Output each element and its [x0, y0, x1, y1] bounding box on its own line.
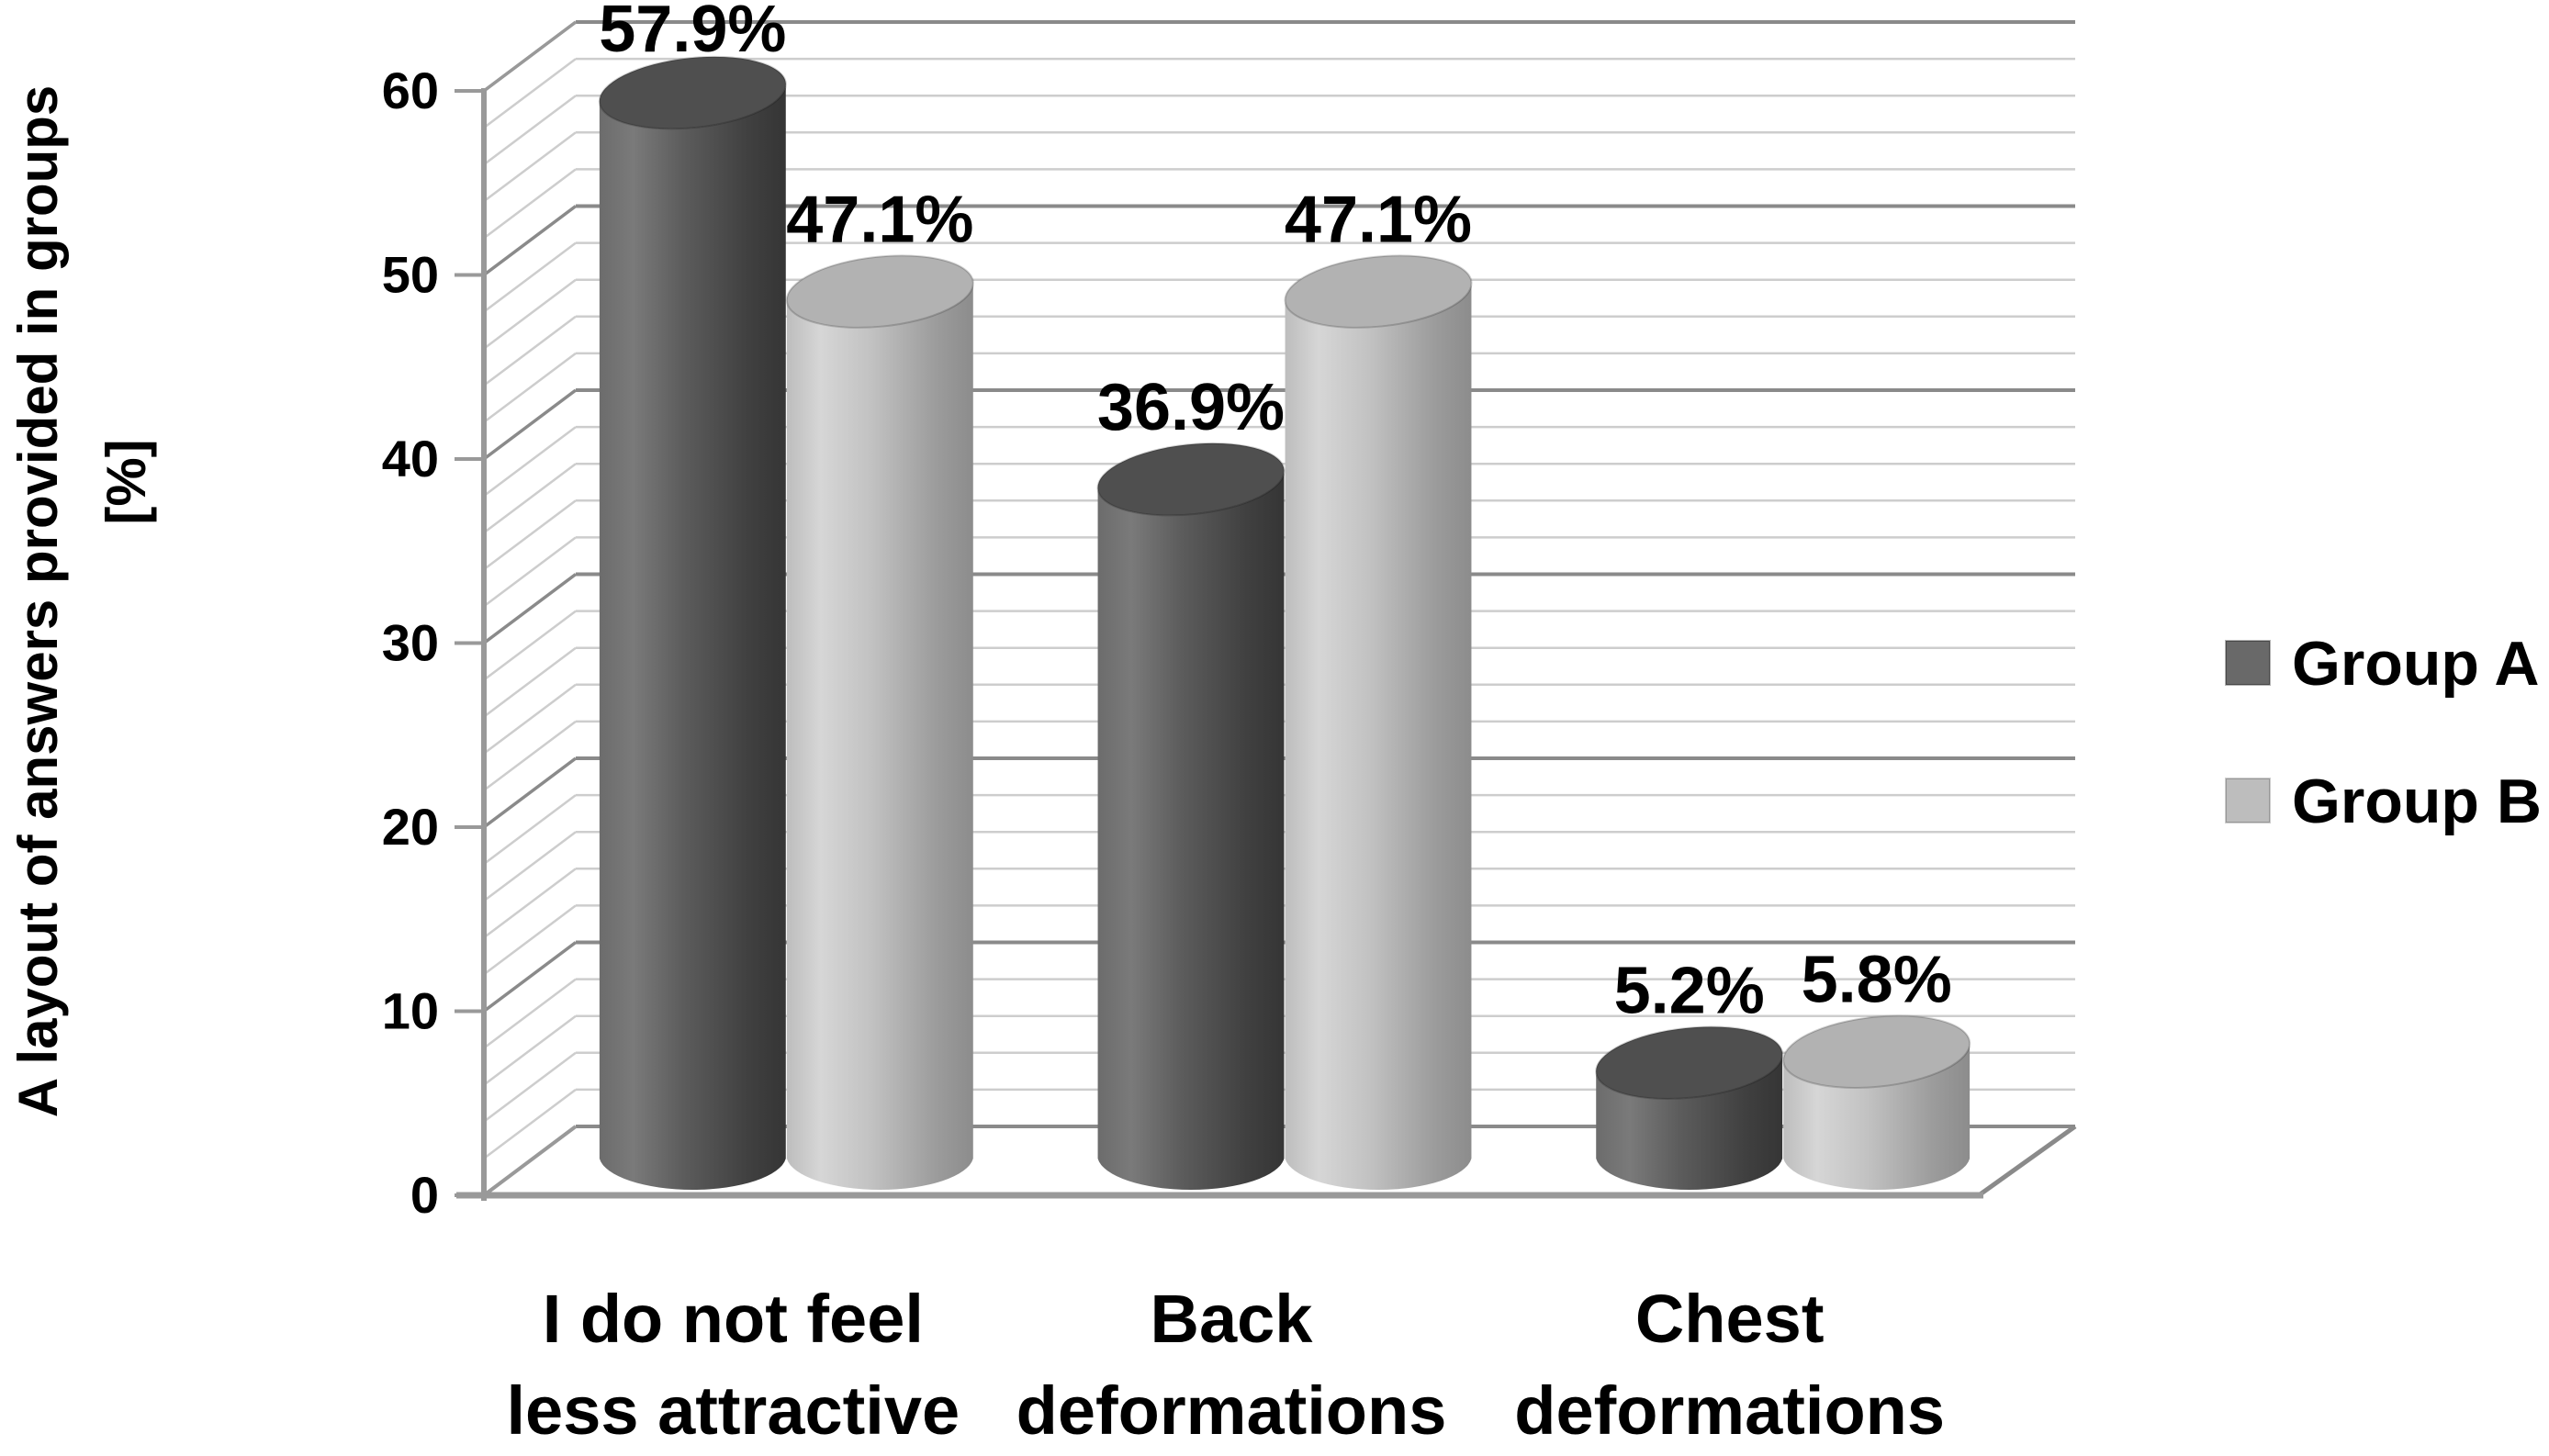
legend: Group A Group B	[2225, 629, 2542, 836]
sidewall-gridline-minor	[483, 352, 577, 423]
bar-group-a-cat0	[598, 55, 787, 1191]
y-axis-title-line2: [%]	[95, 439, 157, 524]
sidewall-gridline-minor	[483, 463, 577, 534]
floor-left-edge	[482, 1125, 578, 1197]
bar-group-a-cat1	[1096, 442, 1286, 1191]
cylinder-top	[598, 55, 787, 130]
cylinder-body	[599, 83, 786, 1191]
cylinder-top	[785, 254, 974, 329]
sidewall-gridline-minor	[483, 241, 577, 313]
x-axis-category-label: Back	[1151, 1281, 1314, 1357]
sidewall-gridline-minor	[483, 95, 577, 166]
sidewall-gridline-minor	[483, 720, 577, 791]
y-axis	[481, 20, 577, 1201]
sidewall-gridline-minor	[483, 610, 577, 681]
sidewall-gridline-minor	[483, 278, 577, 350]
y-axis-tick-label: 50	[382, 246, 439, 304]
bar-value-label: 5.8%	[1802, 944, 1952, 1017]
cylinder-body	[1596, 1053, 1783, 1191]
sidewall-gridline-minor	[483, 646, 577, 718]
sidewall-gridline-minor	[483, 315, 577, 386]
sidewall-gridline-major	[482, 573, 578, 644]
legend-item-group-b: Group B	[2225, 767, 2542, 836]
legend-marker-1	[2225, 778, 2271, 823]
sidewall-gridline-minor	[483, 868, 577, 939]
legend-marker-0	[2225, 640, 2271, 686]
y-axis-ticks: 0 10 20 30 40 50 60	[382, 62, 486, 1224]
sidewall-gridline-minor	[483, 978, 577, 1049]
legend-item-group-a: Group A	[2225, 629, 2539, 699]
legend-label-group-b: Group B	[2292, 767, 2542, 836]
bar-group-a-cat2	[1595, 1025, 1784, 1191]
y-axis-tick-label: 10	[382, 982, 439, 1040]
bar-group-b-cat2	[1782, 1014, 1971, 1191]
y-axis-tick-label: 60	[382, 62, 439, 119]
x-axis-category-label: deformations	[1016, 1372, 1447, 1449]
cylinder-body	[1285, 281, 1472, 1191]
y-axis-tick-label: 20	[382, 798, 439, 856]
x-axis-category-label: less attractive	[507, 1372, 960, 1449]
sidewall-gridline-minor	[483, 131, 577, 203]
bar-value-labels: 57.9% 47.1% 36.9% 47.1% 5.2% 5.8%	[599, 0, 1951, 1028]
sidewall-gridline-minor	[483, 683, 577, 755]
sidewall-gridline-minor	[483, 426, 577, 498]
sidewall-gridline-minor	[483, 1051, 577, 1123]
wall-top-edge	[483, 20, 577, 93]
cylinder-body	[786, 281, 973, 1191]
cylinder-top	[1782, 1014, 1971, 1089]
cylinder-top	[1096, 442, 1286, 517]
sidewall-gridline-minor	[483, 58, 577, 129]
cylinder-body	[1097, 469, 1285, 1191]
sidewall-gridline-major	[482, 388, 578, 461]
sidewall-gridline-minor	[483, 168, 577, 240]
x-axis-category-label: Chest	[1635, 1281, 1825, 1357]
y-axis-tick-label: 40	[382, 430, 439, 487]
y-axis-title-line1: A layout of answers provided in groups	[7, 85, 69, 1118]
bar-group-b-cat0	[785, 254, 974, 1191]
bar-group-b-cat1	[1284, 254, 1473, 1191]
floor-right-edge	[1977, 1124, 2077, 1198]
y-axis-tick-label: 0	[410, 1166, 439, 1224]
sidewall-gridline-minor	[483, 1014, 577, 1086]
sidewall-gridline-minor	[483, 1088, 577, 1159]
legend-label-group-a: Group A	[2292, 629, 2539, 699]
x-axis-category-labels: I do not feel less attractive Back deformat…	[507, 1281, 1946, 1449]
cylinder-body	[1783, 1042, 1971, 1191]
sidewall-gridline-minor	[483, 794, 577, 866]
sidewall-gridline-minor	[483, 536, 577, 608]
bar-value-label: 36.9%	[1097, 371, 1285, 444]
bar-value-label: 47.1%	[1285, 184, 1472, 257]
sidewall-gridline-major	[482, 205, 578, 276]
sidewall-gridline-minor	[483, 904, 577, 976]
bars	[598, 55, 1971, 1191]
side-wall-gridlines	[482, 20, 578, 1159]
sidewall-gridline-major	[482, 756, 578, 829]
x-axis-category-label: I do not feel	[543, 1281, 924, 1357]
cylinder-top	[1284, 254, 1473, 329]
y-axis-title: A layout of answers provided in groups […	[7, 85, 157, 1118]
sidewall-gridline-minor	[483, 831, 577, 902]
cylinder-top	[1595, 1025, 1784, 1101]
y-axis-tick-label: 30	[382, 614, 439, 672]
sidewall-gridline-major	[482, 941, 578, 1013]
bar-value-label: 57.9%	[599, 0, 786, 66]
x-axis-category-label: deformations	[1514, 1372, 1945, 1449]
bar-value-label: 5.2%	[1614, 955, 1765, 1028]
sidewall-gridline-minor	[483, 499, 577, 571]
bar-value-label: 47.1%	[786, 184, 973, 257]
